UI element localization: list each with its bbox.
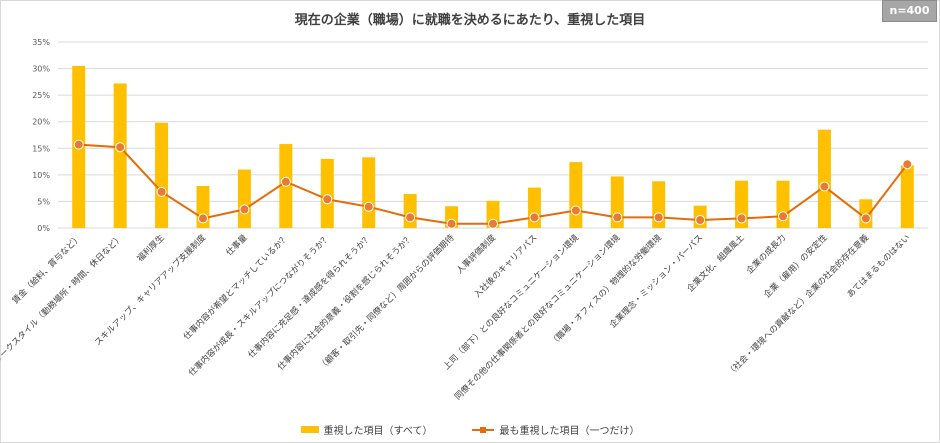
y-tick-label: 5% [37, 197, 50, 206]
legend: 重視した項目（すべて） 最も重視した項目（一つだけ） [0, 422, 940, 437]
y-tick-label: 15% [32, 144, 50, 153]
line-point [239, 204, 250, 215]
legend-label-line: 最も重視した項目（一つだけ） [499, 426, 640, 437]
line-point [73, 139, 84, 150]
line-point [156, 186, 167, 197]
y-tick-label: 35% [32, 38, 50, 47]
legend-item-bar: 重視した項目（すべて） [300, 422, 433, 437]
line-point [280, 176, 291, 187]
bar [817, 129, 831, 228]
y-tick-label: 0% [37, 224, 50, 233]
line-point [612, 212, 623, 223]
legend-item-line: 最も重視した項目（一つだけ） [472, 422, 639, 437]
chart-title: 現在の企業（職場）に就職を決めるにあたり、重視した項目 [294, 13, 646, 28]
line-point [115, 142, 126, 153]
bar [900, 165, 914, 228]
bar [113, 83, 127, 228]
line-point [488, 218, 498, 229]
line-point [570, 205, 581, 216]
line-point [653, 212, 664, 223]
x-tick-label: 福利厚生 [135, 232, 167, 264]
y-tick-label: 10% [32, 171, 50, 180]
line-point [529, 212, 540, 223]
sample-size-badge: n=400 [882, 0, 937, 22]
y-tick-label: 25% [32, 91, 50, 100]
y-tick-label: 30% [32, 65, 50, 74]
bar [362, 157, 376, 228]
bar [320, 158, 334, 228]
line-point [819, 181, 830, 192]
line-point [860, 213, 871, 224]
y-tick-label: 20% [32, 118, 50, 127]
line-point [405, 212, 416, 223]
line-point [198, 213, 208, 224]
bar [569, 162, 583, 228]
legend-label-bar: 重視した項目（すべて） [323, 426, 433, 437]
bar [403, 193, 417, 228]
line-point [446, 218, 457, 229]
x-tick-label: 人事評価制度 [454, 232, 498, 276]
line-point [778, 211, 788, 222]
x-tick-label: 賃金（給料、賞与など） [10, 232, 84, 306]
bar [155, 122, 169, 228]
line-point [736, 213, 747, 224]
line-point [902, 159, 913, 170]
x-tick-label: 仕事内容が成長・スキルアップにつながりそうか？ [186, 232, 332, 378]
x-tick-label: 企業の成長力 [744, 232, 788, 276]
line-point [695, 215, 706, 226]
bar [237, 169, 251, 228]
x-tick-label: 仕事量 [224, 232, 250, 258]
line-point [322, 194, 333, 205]
legend-swatch-line [472, 426, 495, 433]
legend-swatch-bar [300, 426, 319, 433]
x-tick-label: （社会・環境への貢献など）企業の社会的存在意義 [725, 232, 871, 378]
line-point [363, 201, 374, 212]
